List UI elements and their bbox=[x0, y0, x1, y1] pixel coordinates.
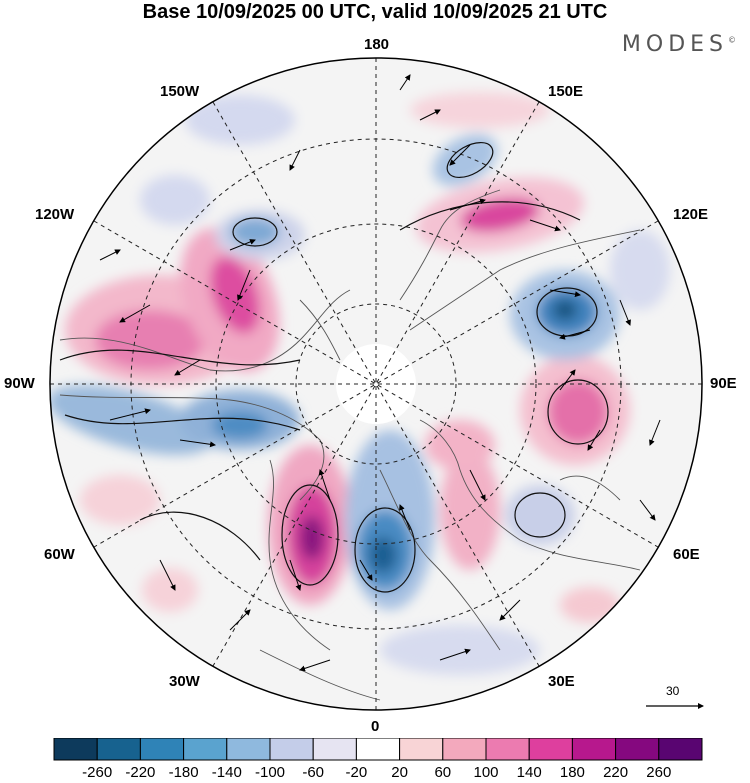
lon-label-30w: 30W bbox=[169, 673, 200, 690]
colorbar-swatch bbox=[139, 738, 185, 761]
colorbar-swatch bbox=[226, 738, 271, 761]
height-contours bbox=[59, 141, 609, 593]
colorbar-tick-label: -140 bbox=[211, 764, 242, 781]
colorbar-tick-label: -20 bbox=[345, 764, 368, 781]
colorbar bbox=[53, 738, 703, 761]
colorbar-swatch bbox=[96, 738, 141, 761]
wind-vectors bbox=[99, 74, 661, 672]
coastlines bbox=[59, 189, 641, 701]
colorbar-swatch bbox=[615, 738, 660, 761]
modes-logo: MODES© bbox=[622, 32, 736, 57]
colorbar-swatch bbox=[442, 738, 487, 761]
colorbar-tick-label: 140 bbox=[516, 764, 542, 781]
copyright-mark: © bbox=[728, 35, 736, 45]
lon-label-60w: 60W bbox=[44, 546, 75, 563]
colorbar-tick-label: -260 bbox=[82, 764, 113, 781]
graticule bbox=[50, 58, 702, 710]
lon-label-30e: 30E bbox=[548, 673, 575, 690]
colorbar-tick-label: 60 bbox=[434, 764, 452, 781]
colorbar-swatch bbox=[269, 738, 314, 761]
lon-label-120e: 120E bbox=[673, 206, 709, 223]
colorbar-tick-label: 20 bbox=[391, 764, 408, 781]
map-boundary bbox=[49, 57, 703, 711]
colorbar-swatch bbox=[658, 738, 703, 761]
lon-label-180: 180 bbox=[364, 36, 390, 53]
brand-name: MODES bbox=[621, 32, 728, 57]
colorbar-swatch bbox=[571, 738, 617, 761]
colorbar-tick-label: -180 bbox=[168, 764, 199, 781]
colorbar-tick-label: 260 bbox=[646, 764, 672, 781]
chart-title: Base 10/09/2025 00 UTC, valid 10/09/2025… bbox=[142, 1, 608, 23]
colorbar-tick-label: -100 bbox=[254, 764, 286, 781]
lon-label-150w: 150W bbox=[160, 83, 200, 100]
lon-label-90w: 90W bbox=[4, 375, 35, 392]
colorbar-tick-label: 220 bbox=[603, 764, 629, 781]
pole-cap bbox=[336, 344, 416, 424]
vector-scale-label: 30 bbox=[666, 684, 680, 698]
colorbar-tick-label: -220 bbox=[125, 764, 156, 781]
lon-label-150e: 150E bbox=[548, 83, 584, 100]
colorbar-swatch bbox=[53, 738, 98, 761]
colorbar-tick-label: 180 bbox=[559, 764, 585, 781]
lon-label-120w: 120W bbox=[35, 206, 75, 223]
colorbar-swatch bbox=[312, 738, 357, 761]
colorbar-swatch bbox=[485, 738, 530, 761]
colorbar-swatch bbox=[183, 738, 228, 761]
colorbar-tick-label: 100 bbox=[473, 764, 499, 781]
lon-label-0: 0 bbox=[371, 718, 380, 735]
lon-label-90e: 90E bbox=[710, 375, 737, 392]
colorbar-tick-label: -60 bbox=[302, 764, 325, 781]
colorbar-swatch bbox=[355, 738, 401, 761]
lon-label-60e: 60E bbox=[673, 546, 700, 563]
colorbar-swatch bbox=[399, 738, 444, 761]
colorbar-swatch bbox=[528, 738, 573, 761]
